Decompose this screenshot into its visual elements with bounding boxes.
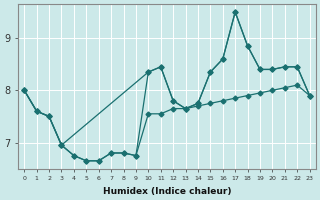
X-axis label: Humidex (Indice chaleur): Humidex (Indice chaleur) xyxy=(103,187,231,196)
